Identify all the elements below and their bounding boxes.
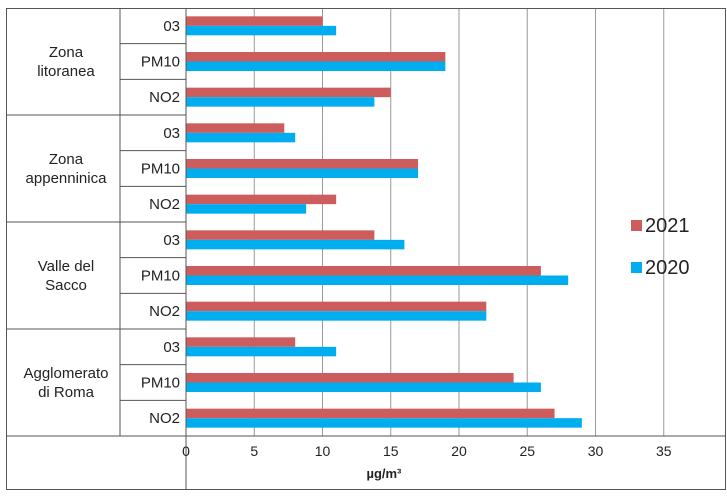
category-label: PM10 [141,375,180,392]
group-label: Zona [49,44,84,61]
bar [186,87,391,98]
bar [186,16,323,26]
bar [186,61,446,71]
legend: 2021 2020 [631,215,690,279]
tick-label: 20 [451,443,467,459]
group-label: Sacco [45,277,87,294]
bar [186,168,419,178]
tick-label: 30 [588,443,604,459]
bar [186,418,582,428]
group-label: appenninica [26,170,108,187]
category-label: PM10 [141,54,180,71]
category-label: NO2 [149,89,180,106]
legend-swatch [631,262,642,273]
legend-label: 2021 [645,215,690,237]
category-label: PM10 [141,268,180,285]
bar [186,132,296,143]
bar [186,25,337,36]
category-label: 03 [163,125,180,142]
bar [186,52,446,62]
tick-label: 15 [383,443,399,459]
bar [186,311,487,321]
grid-layer [185,8,665,436]
legend-label: 2020 [645,257,690,279]
category-label: 03 [163,339,180,356]
outer-border [6,8,726,490]
legend-swatch [631,220,642,231]
bar [186,301,487,312]
category-label: NO2 [149,410,180,427]
bar [186,266,541,276]
tick-label: 0 [182,443,190,459]
bar [186,239,405,250]
bar [186,337,296,347]
bars-layer [186,16,582,428]
group-label: di Roma [38,384,95,401]
x-axis-title: µg/m³ [366,466,402,481]
bar [186,123,285,133]
bar [186,382,541,392]
bar [186,97,375,107]
bar [186,159,419,169]
tick-label: 35 [656,443,672,459]
group-label: Zona [49,151,84,168]
bar [186,408,555,419]
bar [186,346,337,357]
bar [186,275,569,285]
bar [186,230,375,240]
group-label: Valle del [38,258,94,275]
bar [186,194,337,205]
category-label: 03 [163,18,180,35]
bar [186,373,514,383]
labels-layer: 03 PM10 NO2 Zona litoranea 03 PM10 NO2 Zona appen… [23,18,671,481]
tick-label: 10 [315,443,331,459]
group-label: litoranea [37,63,95,80]
category-label: 03 [163,232,180,249]
frame-layer [6,8,726,490]
tick-label: 5 [250,443,258,459]
category-label: NO2 [149,196,180,213]
tick-label: 25 [519,443,535,459]
bar [186,204,307,214]
group-label: Agglomerato [23,365,108,382]
category-label: NO2 [149,303,180,320]
category-label: PM10 [141,161,180,178]
